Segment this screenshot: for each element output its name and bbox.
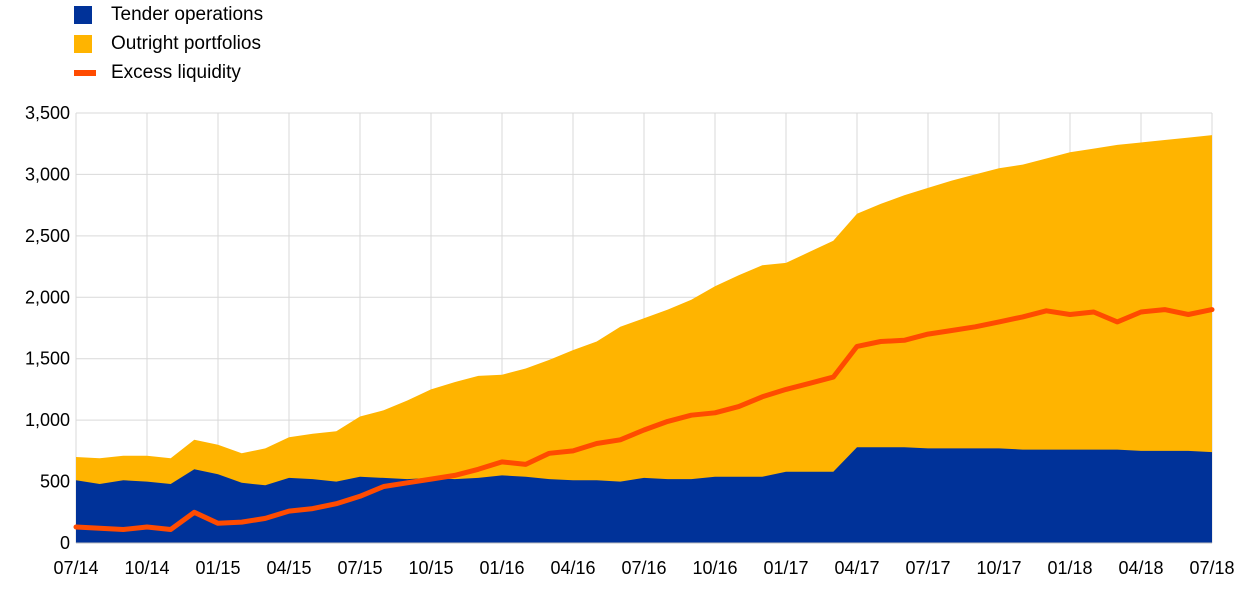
legend-label-tender-operations: Tender operations [111,3,264,25]
legend-swatch-outright-portfolios [74,34,92,53]
x-tick-label: 01/15 [195,558,240,578]
legend-label-outright-portfolios: Outright portfolios [111,32,261,54]
legend-swatch-tender-operations [74,5,92,24]
legend-item-excess-liquidity: Excess liquidity [74,58,263,87]
x-tick-label: 01/17 [763,558,808,578]
tender-operations-area [76,447,1212,543]
y-tick-label: 1,000 [25,410,70,430]
legend-item-outright-portfolios: Outright portfolios [74,29,263,58]
x-tick-label: 10/17 [976,558,1021,578]
x-tick-label: 04/16 [550,558,595,578]
x-tick-label: 07/15 [337,558,382,578]
x-tick-label: 07/16 [621,558,666,578]
x-tick-label: 07/18 [1189,558,1234,578]
x-tick-label: 07/17 [905,558,950,578]
excess-liquidity-line [73,307,1215,532]
y-tick-label: 2,000 [25,287,70,307]
x-tick-label: 04/18 [1118,558,1163,578]
legend-swatch-excess-liquidity [74,69,96,76]
y-tick-label: 3,000 [25,164,70,184]
x-tick-label: 04/15 [266,558,311,578]
y-tick-label: 3,500 [25,103,70,123]
legend-label-excess-liquidity: Excess liquidity [111,61,241,83]
y-tick-label: 1,500 [25,349,70,369]
chart-legend: Tender operations Outright portfolios Ex… [74,0,263,87]
x-tick-label: 01/18 [1047,558,1092,578]
legend-item-tender-operations: Tender operations [74,0,263,29]
y-tick-label: 0 [60,533,70,553]
x-tick-label: 10/14 [124,558,169,578]
y-tick-label: 500 [40,472,70,492]
x-tick-label: 10/15 [408,558,453,578]
y-tick-label: 2,500 [25,226,70,246]
x-tick-label: 07/14 [53,558,98,578]
x-tick-label: 10/16 [692,558,737,578]
x-tick-label: 04/17 [834,558,879,578]
outright-portfolios-area [76,135,1212,543]
x-tick-label: 01/16 [479,558,524,578]
